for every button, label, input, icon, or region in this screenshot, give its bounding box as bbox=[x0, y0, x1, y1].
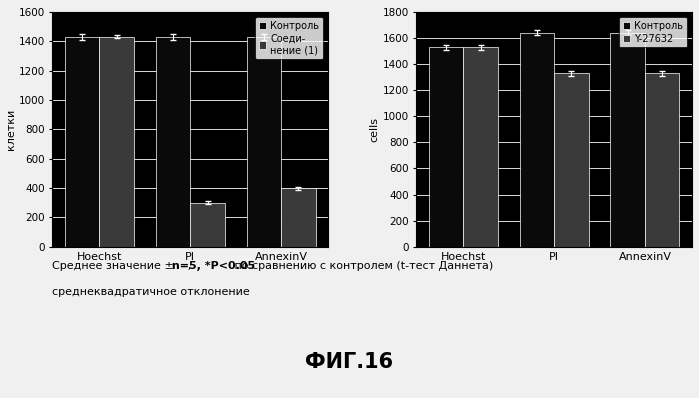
Bar bbox=[281, 188, 315, 247]
Bar bbox=[429, 47, 463, 247]
Text: Среднее значение ±    ,: Среднее значение ± , bbox=[52, 261, 192, 271]
Text: ФИГ.16: ФИГ.16 bbox=[305, 352, 394, 372]
Bar bbox=[156, 37, 190, 247]
Bar bbox=[645, 73, 679, 247]
Bar bbox=[610, 33, 645, 247]
Y-axis label: клетки: клетки bbox=[6, 109, 16, 150]
Y-axis label: cells: cells bbox=[370, 117, 380, 142]
Bar bbox=[190, 203, 225, 247]
Legend: Контроль, Соеди-
нение (1): Контроль, Соеди- нение (1) bbox=[255, 17, 323, 59]
Bar bbox=[65, 37, 99, 247]
Bar bbox=[554, 73, 589, 247]
Bar bbox=[247, 37, 281, 247]
Bar bbox=[519, 33, 554, 247]
Bar bbox=[463, 47, 498, 247]
Text: среднеквадратичное отклонение: среднеквадратичное отклонение bbox=[52, 287, 250, 297]
Text: по сравнению с контролем (t-тест Даннета): по сравнению с контролем (t-тест Даннета… bbox=[231, 261, 493, 271]
Text: n=5, *P<0.05: n=5, *P<0.05 bbox=[168, 261, 255, 271]
Bar bbox=[99, 37, 134, 247]
Legend: Контроль, Y-27632: Контроль, Y-27632 bbox=[619, 17, 687, 47]
